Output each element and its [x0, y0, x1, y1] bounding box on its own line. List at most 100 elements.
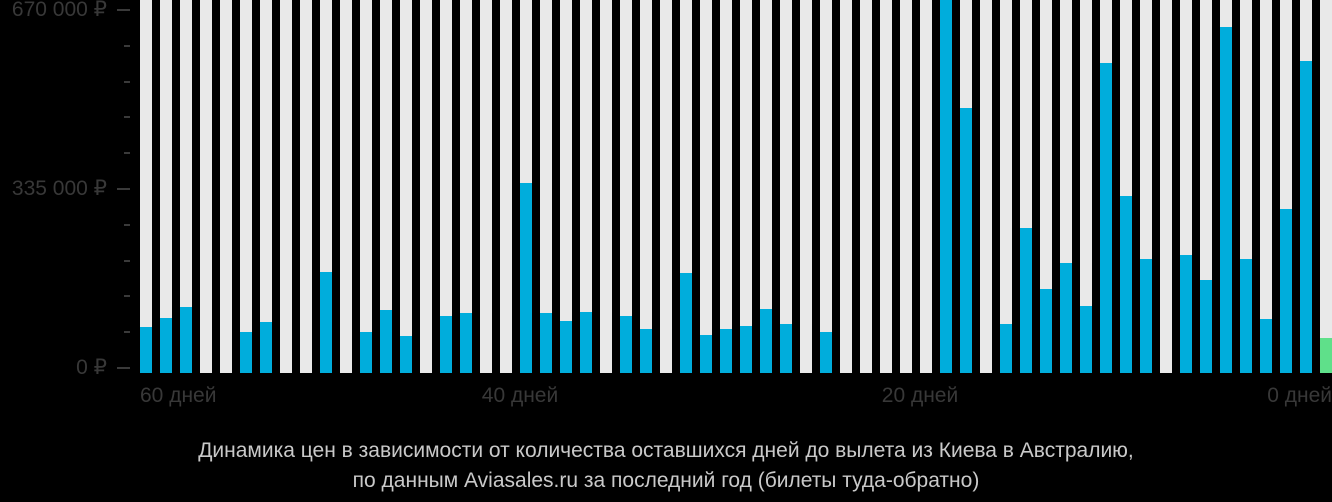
- price-bar[interactable]: [960, 108, 972, 373]
- price-bar[interactable]: [820, 332, 832, 373]
- price-bar[interactable]: [320, 272, 332, 373]
- bar-track: [840, 0, 852, 373]
- bar-track: [1320, 0, 1332, 373]
- price-bar[interactable]: [1260, 319, 1272, 373]
- bar-track: [420, 0, 432, 373]
- bar-track: [920, 0, 932, 373]
- price-bar[interactable]: [540, 313, 552, 373]
- price-bar[interactable]: [1040, 289, 1052, 373]
- bar-track: [460, 0, 472, 373]
- bar-track: [540, 0, 552, 373]
- bar-track: [380, 0, 392, 373]
- y-axis-label: 0 ₽: [76, 356, 107, 379]
- bar-track: [500, 0, 512, 373]
- price-bar[interactable]: [780, 324, 792, 373]
- y-tick-minor: [124, 331, 130, 333]
- y-tick-minor: [124, 260, 130, 262]
- bar-track: [560, 0, 572, 373]
- bar-track: [600, 0, 612, 373]
- y-tick-minor: [124, 45, 130, 47]
- bar-track: [260, 0, 272, 373]
- x-axis-label: 0 дней: [1267, 384, 1332, 407]
- price-bar[interactable]: [640, 329, 652, 373]
- bar-track: [660, 0, 672, 373]
- price-bar[interactable]: [620, 316, 632, 373]
- price-bar[interactable]: [160, 318, 172, 373]
- price-bar[interactable]: [680, 273, 692, 373]
- price-bar[interactable]: [260, 322, 272, 373]
- x-axis-label: 40 дней: [481, 384, 559, 407]
- x-axis-label: 60 дней: [140, 384, 217, 407]
- y-tick-minor: [124, 116, 130, 118]
- bar-track: [860, 0, 872, 373]
- price-bar[interactable]: [1060, 263, 1072, 373]
- bar-track: [880, 0, 892, 373]
- y-tick-minor: [124, 224, 130, 226]
- bar-track: [1000, 0, 1012, 373]
- bar-track: [820, 0, 832, 373]
- bar-track: [980, 0, 992, 373]
- y-tick-minor: [124, 81, 130, 83]
- bar-track: [1260, 0, 1272, 373]
- y-tick-minor: [124, 295, 130, 297]
- price-bar[interactable]: [720, 329, 732, 373]
- price-bar[interactable]: [760, 309, 772, 373]
- price-bar[interactable]: [940, 0, 952, 373]
- bar-track: [300, 0, 312, 373]
- price-bar[interactable]: [1180, 255, 1192, 373]
- bar-track: [440, 0, 452, 373]
- bar-track: [160, 0, 172, 373]
- bar-track: [200, 0, 212, 373]
- price-bar[interactable]: [580, 312, 592, 373]
- price-bar[interactable]: [400, 336, 412, 373]
- caption-line-1: Динамика цен в зависимости от количества…: [198, 439, 1134, 462]
- y-tick-minor: [124, 152, 130, 154]
- price-bar[interactable]: [560, 321, 572, 373]
- y-tick-major: [117, 367, 130, 369]
- bar-track: [220, 0, 232, 373]
- bar-track: [620, 0, 632, 373]
- price-bar[interactable]: [1280, 209, 1292, 373]
- bar-track: [780, 0, 792, 373]
- price-bar[interactable]: [1220, 27, 1232, 373]
- price-bar[interactable]: [1200, 280, 1212, 373]
- price-bar[interactable]: [520, 183, 532, 373]
- price-bar[interactable]: [1020, 228, 1032, 373]
- bar-track: [800, 0, 812, 373]
- price-bar[interactable]: [440, 316, 452, 373]
- x-axis-label: 20 дней: [881, 384, 959, 407]
- price-bar[interactable]: [1100, 63, 1112, 373]
- bar-track: [580, 0, 592, 373]
- price-bar[interactable]: [740, 326, 752, 373]
- chart-caption: Динамика цен в зависимости от количества…: [0, 436, 1332, 496]
- bar-track: [240, 0, 252, 373]
- bar-track: [400, 0, 412, 373]
- price-bar[interactable]: [140, 327, 152, 373]
- price-bar[interactable]: [1300, 61, 1312, 373]
- bar-track: [480, 0, 492, 373]
- price-bar[interactable]: [1000, 324, 1012, 373]
- price-bar[interactable]: [700, 335, 712, 373]
- price-bar[interactable]: [1080, 306, 1092, 373]
- bar-track: [1200, 0, 1212, 373]
- price-bar[interactable]: [240, 332, 252, 373]
- price-bar[interactable]: [180, 307, 192, 373]
- price-bar[interactable]: [360, 332, 372, 373]
- bar-track: [360, 0, 372, 373]
- bar-track: [1160, 0, 1172, 373]
- y-tick-major: [117, 188, 130, 190]
- bar-track: [740, 0, 752, 373]
- bar-track: [900, 0, 912, 373]
- y-axis-label: 335 000 ₽: [11, 177, 107, 200]
- price-bar[interactable]: [1140, 259, 1152, 373]
- price-bar-today[interactable]: [1320, 338, 1332, 373]
- bar-track: [180, 0, 192, 373]
- bar-track: [1080, 0, 1092, 373]
- bar-track: [140, 0, 152, 373]
- price-bar[interactable]: [1120, 196, 1132, 373]
- bar-track: [700, 0, 712, 373]
- price-bar[interactable]: [1240, 259, 1252, 373]
- price-bar[interactable]: [460, 313, 472, 373]
- price-bar[interactable]: [380, 310, 392, 373]
